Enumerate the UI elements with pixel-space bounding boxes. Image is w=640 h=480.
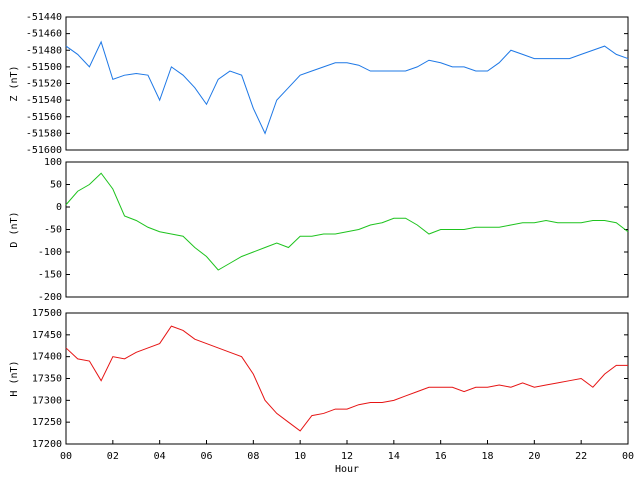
x-tick-label: 22 [575, 451, 587, 462]
data-line [65, 325, 628, 432]
y-tick-label: -51540 [26, 95, 62, 106]
x-tick-label: 10 [294, 451, 306, 462]
x-tick-label: 06 [200, 451, 212, 462]
plot-frame [65, 16, 629, 151]
x-tick-label: 20 [528, 451, 540, 462]
y-tick-label: -150 [38, 270, 62, 281]
y-tick-label: 50 [50, 180, 62, 191]
y-tick-label: 17400 [32, 352, 62, 363]
y-tick-label: 17200 [32, 439, 62, 450]
y-tick-label: 17250 [32, 417, 62, 428]
y-tick-label: -51560 [26, 112, 62, 123]
data-line [65, 40, 629, 135]
y-tick-label: 17500 [32, 308, 62, 319]
y-axis-label: D (nT) [9, 211, 20, 247]
y-tick-label: -51460 [26, 29, 62, 40]
plot-frame [65, 312, 629, 445]
x-tick-label: 14 [388, 451, 400, 462]
y-tick-label: -51520 [26, 79, 62, 90]
y-axis-label: H (nT) [9, 360, 20, 396]
x-tick-label: 00 [60, 451, 72, 462]
x-tick-label: 12 [341, 451, 353, 462]
data-line [65, 172, 629, 271]
y-tick-label: 17450 [32, 330, 62, 341]
x-tick-label: 00 [622, 451, 634, 462]
plot-frame [65, 161, 629, 298]
y-tick-label: 0 [56, 202, 62, 213]
y-tick-label: -51580 [26, 128, 62, 139]
y-tick-label: 17350 [32, 374, 62, 385]
y-tick-label: -200 [38, 292, 62, 303]
y-tick-label: -51600 [26, 145, 62, 156]
x-tick-label: 04 [154, 451, 166, 462]
y-tick-label: 17300 [32, 395, 62, 406]
y-tick-label: 100 [44, 157, 62, 168]
x-tick-label: 18 [481, 451, 493, 462]
y-tick-label: -51440 [26, 12, 62, 23]
x-tick-label: 08 [247, 451, 259, 462]
y-tick-label: -50 [44, 225, 62, 236]
x-tick-label: 16 [435, 451, 447, 462]
y-tick-label: -51480 [26, 45, 62, 56]
y-tick-label: -100 [38, 247, 62, 258]
y-tick-label: -51500 [26, 62, 62, 73]
x-tick-label: 02 [107, 451, 119, 462]
x-axis-label: Hour [335, 464, 359, 475]
y-axis-label: Z (nT) [9, 65, 20, 101]
